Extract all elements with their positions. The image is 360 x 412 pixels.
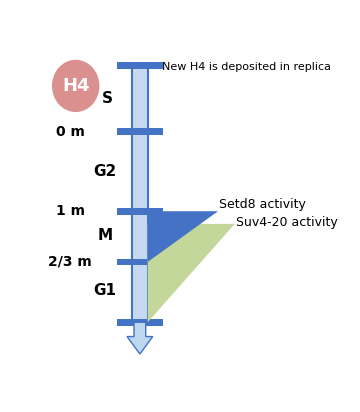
Text: G2: G2 — [93, 164, 117, 179]
Text: Suv4-20 activity: Suv4-20 activity — [236, 216, 338, 229]
Text: Setd8 activity: Setd8 activity — [219, 199, 306, 211]
Ellipse shape — [52, 60, 99, 112]
Text: M: M — [98, 227, 113, 243]
Text: 2/3 m: 2/3 m — [48, 255, 91, 269]
Text: 0 m: 0 m — [56, 125, 85, 139]
Polygon shape — [148, 211, 218, 262]
Bar — [117, 319, 163, 326]
Text: G1: G1 — [94, 283, 117, 298]
Text: 1 m: 1 m — [56, 204, 85, 218]
Bar — [132, 66, 148, 322]
Bar — [117, 258, 163, 265]
Text: New H4 is deposited in replica: New H4 is deposited in replica — [162, 62, 331, 72]
FancyArrow shape — [127, 322, 153, 354]
Bar — [117, 208, 163, 215]
Bar — [117, 129, 163, 136]
Polygon shape — [148, 224, 235, 322]
Text: H4: H4 — [62, 77, 89, 95]
Bar — [117, 62, 163, 69]
Text: S: S — [102, 91, 113, 106]
